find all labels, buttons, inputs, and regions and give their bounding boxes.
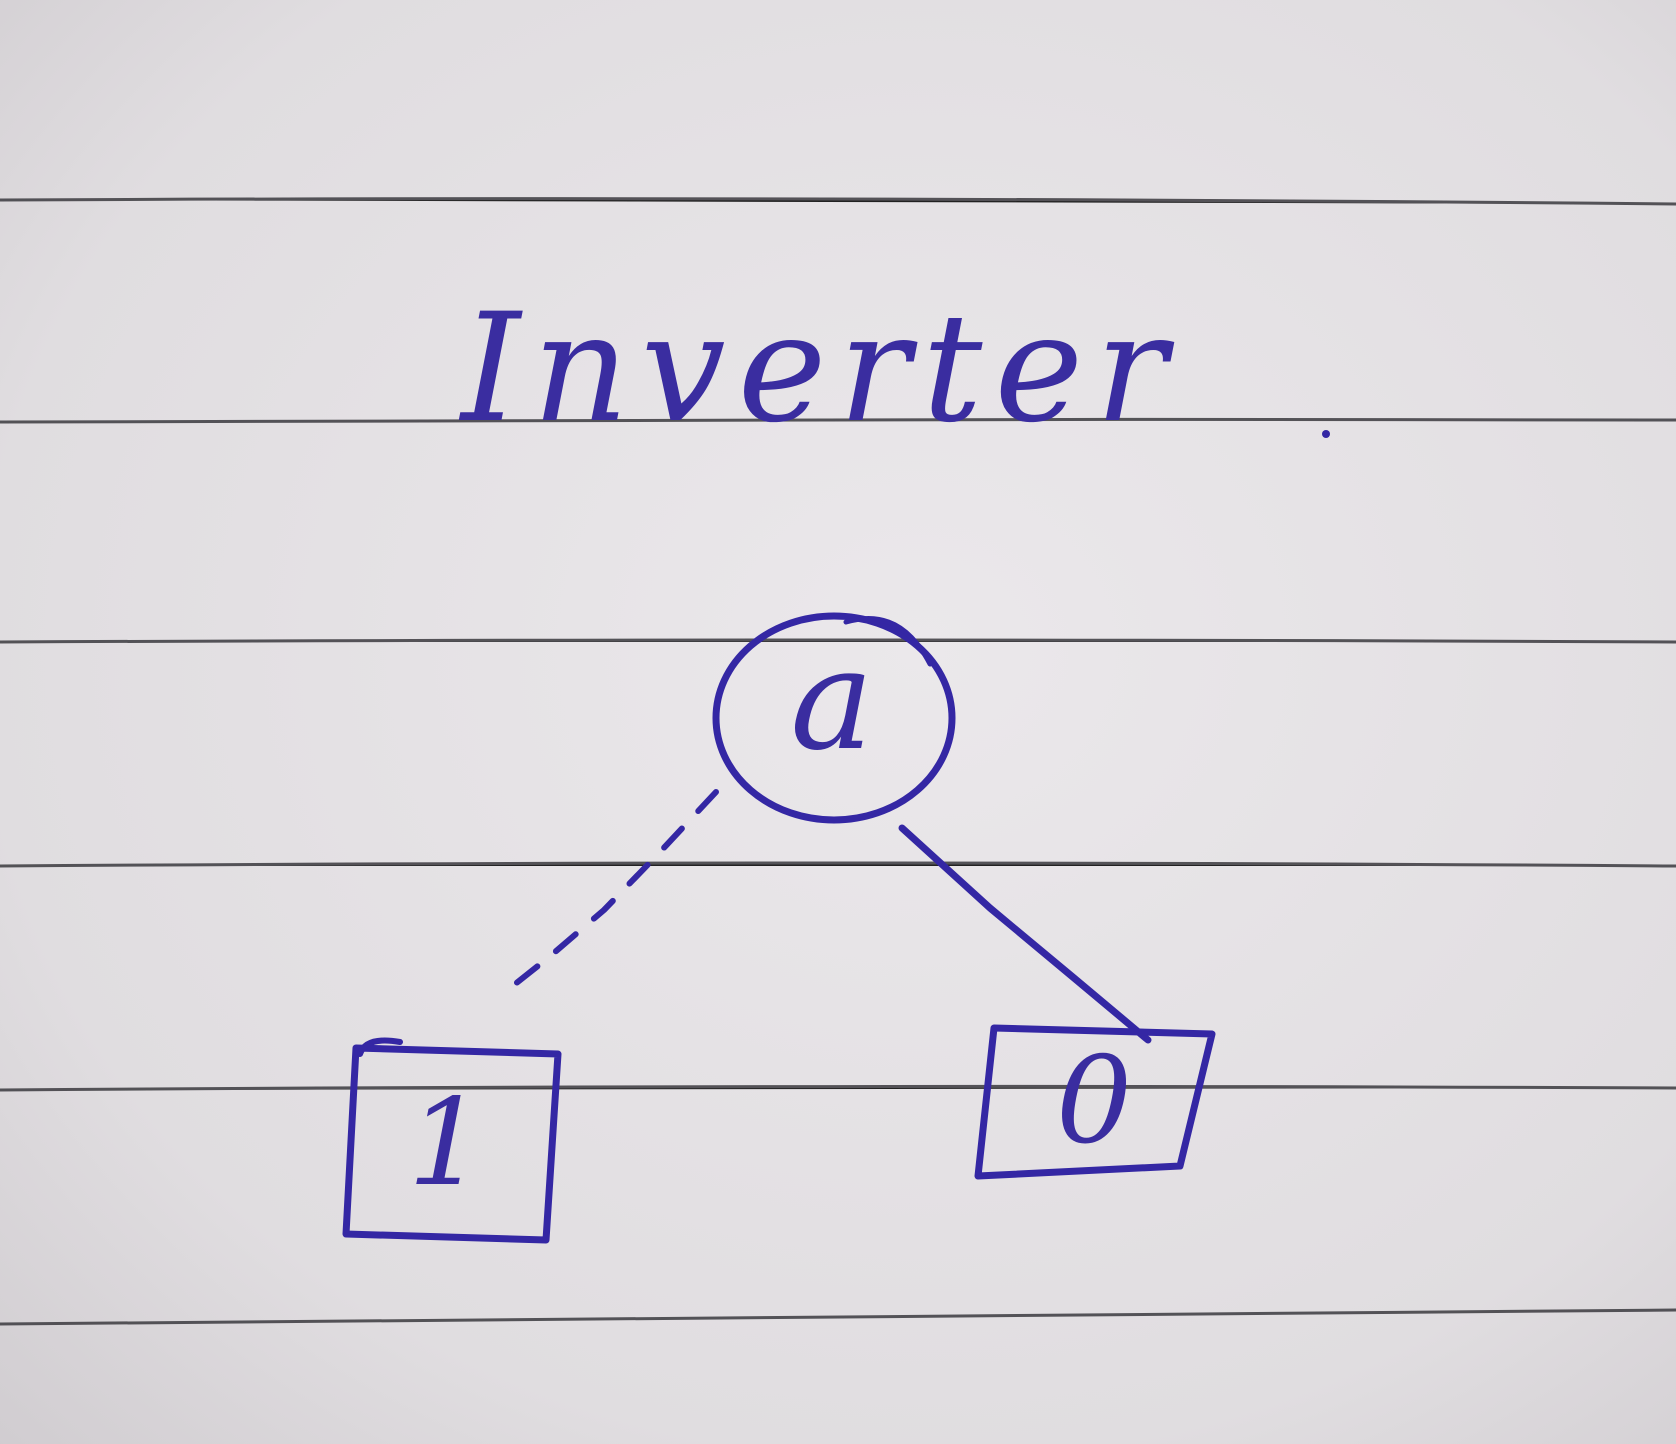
leaf-node-1-box [342,1044,562,1244]
root-node-circle [712,612,956,824]
ruled-line [0,1084,1676,1092]
ruled-line [0,197,1676,206]
edge-to-leaf-1 [497,789,719,999]
ruled-lines [0,197,1676,1326]
leaf-node-0-label: 0 [1056,1032,1132,1171]
root-node-circle-overlap [843,616,933,667]
leaf-node-0: 0 [974,1024,1216,1180]
ruled-line [0,861,1676,868]
edge-to-leaf-0 [898,824,1152,1044]
leaf-node-1-label: 1 [408,1074,484,1213]
ruled-line [0,417,1676,424]
diagram-title: Inverter [458,282,1179,456]
root-node-label: a [790,619,873,782]
leaf-node-1: 1 [342,1037,562,1244]
root-node: a [712,612,956,824]
title-period-dot [1322,430,1330,438]
leaf-node-0-box [974,1024,1216,1180]
ruled-line [0,1308,1676,1326]
ruled-line [0,638,1676,644]
leaf-node-1-box-tick [357,1037,403,1057]
